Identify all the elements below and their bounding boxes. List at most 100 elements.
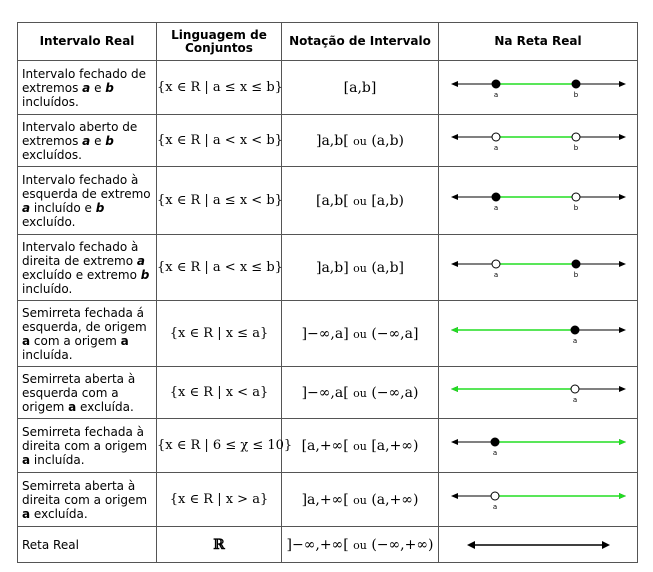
point-a bbox=[491, 79, 501, 88]
row-description: Semirreta aberta à direita com a origem … bbox=[17, 472, 157, 527]
table-row: Intervalo fechado de extremos a e b incl… bbox=[17, 60, 638, 115]
set-notation: {x ∈ R | x ≤ a} bbox=[156, 300, 282, 367]
number-line: a bbox=[451, 437, 626, 457]
number-line: a bbox=[451, 325, 626, 345]
table-row: Semirreta fechada à direita com a origem… bbox=[17, 418, 638, 473]
number-line-cell: a bbox=[438, 300, 638, 367]
point-a bbox=[491, 259, 501, 268]
table-row: Semirreta aberta à esquerda com a origem… bbox=[17, 366, 638, 419]
row-description: Intervalo fechado à direita de extremo a… bbox=[17, 234, 157, 301]
point-a-label: a bbox=[494, 204, 498, 212]
arrow-left bbox=[451, 193, 458, 200]
arrow-left bbox=[451, 133, 458, 140]
point-a-label: a bbox=[494, 144, 498, 152]
point-b bbox=[571, 132, 581, 141]
number-line: a bbox=[451, 384, 626, 404]
table-row: Intervalo fechado à esquerda de extremo … bbox=[17, 166, 638, 235]
interval-notation: [a,b[ ou [a,b) bbox=[281, 166, 439, 235]
arrow-right bbox=[619, 193, 626, 200]
header-reta-real: Na Reta Real bbox=[438, 22, 638, 61]
arrow-right bbox=[619, 80, 626, 87]
set-notation: {x ∈ R | a < x < b} bbox=[156, 114, 283, 167]
point-a bbox=[570, 384, 580, 393]
arrow-right bbox=[619, 133, 626, 140]
interval-notation: [a,+∞[ ou [a,+∞) bbox=[281, 418, 439, 473]
table-row: Intervalo fechado à direita de extremo a… bbox=[17, 234, 638, 301]
row-description: Reta Real bbox=[17, 526, 157, 563]
table-row: Intervalo aberto de extremos a e b exclu… bbox=[17, 114, 638, 167]
ray-arrow bbox=[451, 326, 458, 333]
number-line-cell bbox=[438, 526, 638, 563]
number-line-cell: a bbox=[438, 472, 638, 527]
arrow-left bbox=[451, 80, 458, 87]
point-b-label: b bbox=[574, 204, 579, 212]
interval-table: Intervalo Real Linguagem de Conjuntos No… bbox=[17, 22, 638, 563]
set-notation: {x ∈ R | x < a} bbox=[156, 366, 282, 419]
point-a bbox=[490, 491, 500, 500]
ray-arrow bbox=[451, 385, 458, 392]
number-line: a bbox=[451, 491, 626, 511]
arrow-left bbox=[451, 492, 458, 499]
arrow-right bbox=[602, 540, 610, 549]
table-row: Semirreta fechada á esquerda, de origem … bbox=[17, 300, 638, 367]
arrow-left bbox=[451, 438, 458, 445]
number-line-cell: a bbox=[438, 418, 638, 473]
interval-notation: ]a,b[ ou (a,b) bbox=[281, 114, 439, 167]
set-notation: {x ∈ R | a ≤ x < b} bbox=[156, 166, 283, 235]
header-row: Intervalo Real Linguagem de Conjuntos No… bbox=[17, 22, 638, 61]
point-a bbox=[570, 325, 580, 334]
interval-notation: ]−∞,+∞[ ou (−∞,+∞) bbox=[281, 526, 439, 563]
point-b bbox=[571, 192, 581, 201]
point-a-label: a bbox=[493, 503, 497, 511]
header-linguagem-conjuntos: Linguagem de Conjuntos bbox=[156, 22, 282, 61]
point-a-label: a bbox=[573, 396, 577, 404]
table-row: Reta Real ℝ ]−∞,+∞[ ou (−∞,+∞) bbox=[17, 526, 638, 563]
arrow-right bbox=[619, 260, 626, 267]
point-b-label: b bbox=[574, 271, 579, 279]
row-description: Semirreta fechada á esquerda, de origem … bbox=[17, 300, 157, 367]
point-a bbox=[491, 192, 501, 201]
number-line bbox=[467, 540, 610, 549]
set-notation: ℝ bbox=[156, 526, 282, 563]
point-a-label: a bbox=[493, 449, 497, 457]
point-b bbox=[571, 259, 581, 268]
row-description: Intervalo aberto de extremos a e b exclu… bbox=[17, 114, 157, 167]
point-a-label: a bbox=[494, 91, 498, 99]
interval-notation: [a,b] bbox=[281, 60, 439, 115]
row-description: Semirreta aberta à esquerda com a origem… bbox=[17, 366, 157, 419]
arrow-left bbox=[451, 260, 458, 267]
row-description: Intervalo fechado à esquerda de extremo … bbox=[17, 166, 157, 235]
row-description: Semirreta fechada à direita com a origem… bbox=[17, 418, 157, 473]
arrow-right bbox=[619, 385, 626, 392]
interval-notation: ]−∞,a[ ou (−∞,a) bbox=[281, 366, 439, 419]
set-notation: {x ∈ R | a < x ≤ b} bbox=[156, 234, 283, 301]
point-a bbox=[490, 437, 500, 446]
arrow-left bbox=[467, 540, 475, 549]
table-row: Semirreta aberta à direita com a origem … bbox=[17, 472, 638, 527]
point-a-label: a bbox=[494, 271, 498, 279]
set-notation: {x ∈ R | a ≤ x ≤ b} bbox=[156, 60, 283, 115]
row-description: Intervalo fechado de extremos a e b incl… bbox=[17, 60, 157, 115]
ray-arrow bbox=[619, 438, 626, 445]
point-b bbox=[571, 79, 581, 88]
set-notation: {x ∈ R | 6 ≤ χ ≤ 10} bbox=[156, 418, 292, 473]
set-notation: {x ∈ R | x > a} bbox=[156, 472, 282, 527]
header-notacao-intervalo: Notação de Intervalo bbox=[281, 22, 439, 61]
arrow-right bbox=[619, 326, 626, 333]
interval-notation: ]a,b] ou (a,b] bbox=[281, 234, 439, 301]
point-a bbox=[491, 132, 501, 141]
interval-notation: ]−∞,a] ou (−∞,a] bbox=[281, 300, 439, 367]
header-intervalo-real: Intervalo Real bbox=[17, 22, 157, 61]
point-b-label: b bbox=[574, 91, 579, 99]
point-b-label: b bbox=[574, 144, 579, 152]
number-line-cell: a bbox=[438, 366, 638, 419]
ray-arrow bbox=[619, 492, 626, 499]
